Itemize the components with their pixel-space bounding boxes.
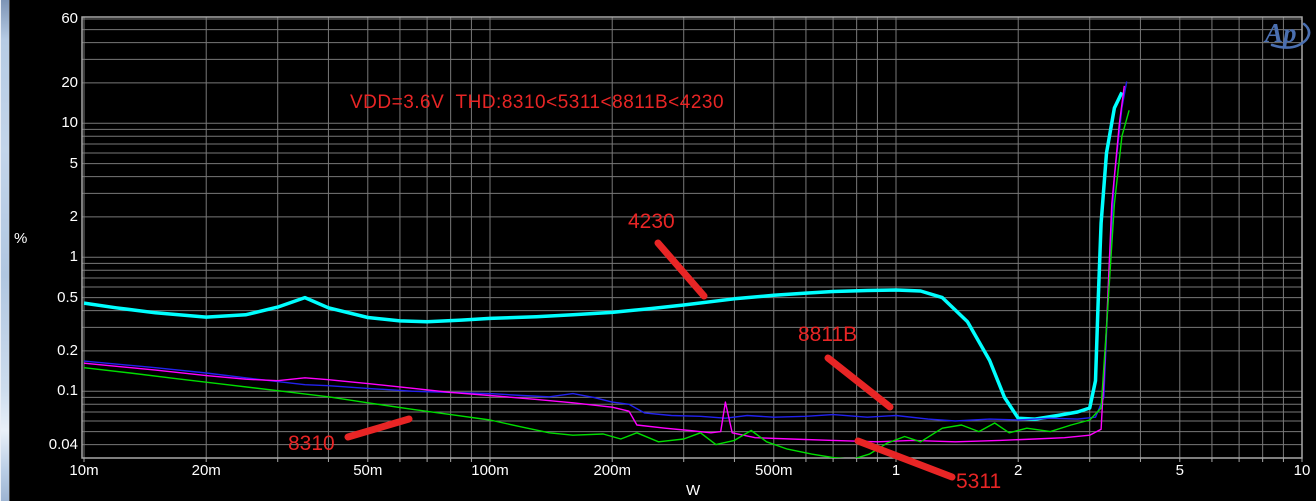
grid [82,17,1303,458]
x-tick-500m: 500m [755,462,793,479]
x-tick-100m: 100m [471,462,509,479]
x-tick-10m: 10m [69,462,99,479]
callout-arrow-4230 [654,239,708,300]
callout-arrow-8811b [824,354,894,411]
curve-callout-4230: 4230 [628,210,675,233]
x-tick-stubs [83,458,1303,462]
y-tick-20: 20 [61,73,78,91]
curve-8310 [83,110,1130,458]
callout-arrow-5311 [854,437,956,481]
curve-8811b [83,81,1128,422]
y-tick-60: 60 [61,10,78,27]
curve-callout-8811b: 8811B [798,323,858,346]
x-tick-10: 10 [1293,462,1311,479]
x-tick-200m: 200m [593,462,631,479]
x-tick-2: 2 [1014,462,1023,479]
window-edge-strip [0,0,10,501]
curve-callout-5311: 5311 [956,470,1002,493]
y-tick-5: 5 [69,154,78,172]
y-tick-0.5: 0.5 [57,288,78,306]
callout-arrow-8310 [344,415,413,441]
grid-lines [82,17,1303,458]
audio-precision-logo: Ap [1263,18,1311,49]
measurement-note: VDD=3.6V THD:8310<5311<8811B<4230 [350,92,725,113]
y-tick-10: 10 [61,114,78,132]
x-axis-tick-marks [83,458,1303,462]
curve-4230 [83,91,1124,421]
curve-callout-8310: 8310 [288,432,335,455]
y-tick-0.1: 0.1 [57,382,78,400]
curve-5311 [83,85,1125,443]
x-tick-50m: 50m [353,462,383,479]
ap-logo-text: Ap [1263,18,1297,48]
y-tick-0.04: 0.04 [48,435,78,453]
y-tick-0.2: 0.2 [57,341,78,359]
callout-arrows [344,239,956,481]
plot-border [81,16,1303,459]
x-tick-1: 1 [891,462,901,479]
x-tick-5: 5 [1175,462,1184,479]
x-tick-20m: 20m [191,462,221,479]
y-tick-1: 1 [69,248,78,266]
x-axis-unit-label: W [686,482,701,499]
ap-logo-swoosh [1270,22,1311,49]
y-tick-2: 2 [69,207,78,225]
y-axis-unit-label: % [14,230,28,247]
